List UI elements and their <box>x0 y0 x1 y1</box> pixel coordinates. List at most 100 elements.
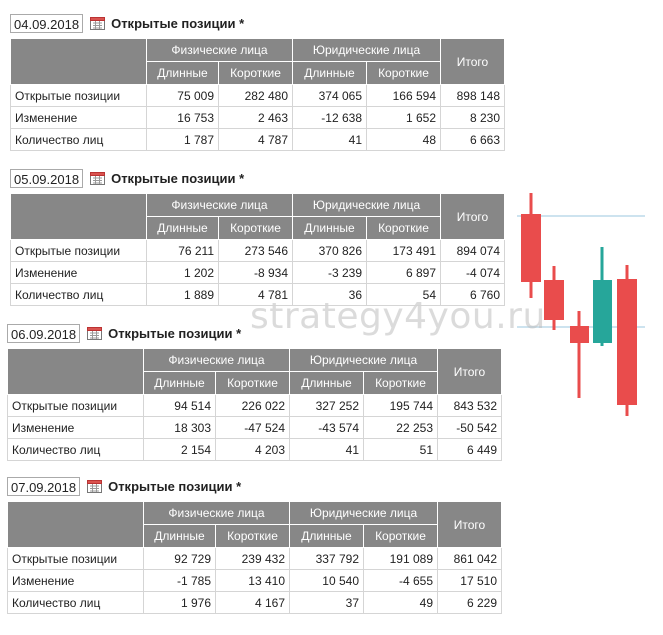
header-long: Длинные <box>143 524 216 548</box>
block-title-row: 04.09.2018 Открытые позиции * <box>10 12 505 34</box>
table-cell: 6 897 <box>366 261 441 284</box>
date-field[interactable]: 05.09.2018 <box>10 168 84 188</box>
block-title: Открытые позиции * <box>111 15 245 31</box>
table-cell: 4 203 <box>215 438 290 461</box>
positions-table: Физические лица Юридические лица Итого Длин… <box>7 348 502 461</box>
positions-block-1: 04.09.2018 Открытые позиции * Физические л… <box>10 12 505 151</box>
table-cell: 861 042 <box>437 547 502 570</box>
table-cell: 239 432 <box>215 547 290 570</box>
header-short: Короткие <box>218 216 293 240</box>
row-label: Изменение <box>7 416 144 439</box>
block-title: Открытые позиции * <box>108 478 242 494</box>
header-short: Короткие <box>366 216 441 240</box>
table-cell: 49 <box>363 591 438 614</box>
date-field[interactable]: 06.09.2018 <box>7 323 81 343</box>
table-cell: -1 785 <box>143 569 216 592</box>
table-row: Открытые позиции 94 514 226 022 327 252 195 … <box>7 394 502 417</box>
table-cell: 191 089 <box>363 547 438 570</box>
table-cell: -50 542 <box>437 416 502 439</box>
table-cell: 13 410 <box>215 569 290 592</box>
table-cell: -4 074 <box>440 261 505 284</box>
table-cell: 41 <box>292 128 367 151</box>
table-cell: 370 826 <box>292 239 367 262</box>
header-total: Итого <box>440 193 505 240</box>
table-cell: -12 638 <box>292 106 367 129</box>
header-short: Короткие <box>366 61 441 85</box>
header-physical: Физические лица <box>143 348 290 372</box>
table-cell: -3 239 <box>292 261 367 284</box>
table-cell: 6 229 <box>437 591 502 614</box>
table-cell: 16 753 <box>146 106 219 129</box>
row-label: Открытые позиции <box>10 84 147 107</box>
table-cell: 282 480 <box>218 84 293 107</box>
candle-2 <box>544 266 564 330</box>
positions-table: Физические лица Юридические лица Итого Длин… <box>7 501 502 614</box>
block-title-row: 06.09.2018 Открытые позиции * <box>7 322 502 344</box>
positions-table: Физические лица Юридические лица Итого Длин… <box>10 193 505 306</box>
candle-1 <box>521 193 541 298</box>
table-cell: 843 532 <box>437 394 502 417</box>
calendar-icon[interactable] <box>87 479 103 493</box>
table-cell: 2 154 <box>143 438 216 461</box>
table-cell: 894 074 <box>440 239 505 262</box>
table-cell: 1 976 <box>143 591 216 614</box>
table-cell: -4 655 <box>363 569 438 592</box>
date-field[interactable]: 04.09.2018 <box>10 13 84 33</box>
table-cell: 6 663 <box>440 128 505 151</box>
table-row: Количество лиц 1 787 4 787 41 48 6 663 <box>10 128 505 151</box>
header-short: Короткие <box>363 371 438 395</box>
header-long: Длинные <box>146 216 219 240</box>
block-title: Открытые позиции * <box>111 170 245 186</box>
row-label: Открытые позиции <box>7 547 144 570</box>
row-label: Изменение <box>7 569 144 592</box>
candle-4 <box>593 247 612 346</box>
header-physical: Физические лица <box>146 193 293 217</box>
table-cell: 94 514 <box>143 394 216 417</box>
table-cell: 22 253 <box>363 416 438 439</box>
table-cell: 195 744 <box>363 394 438 417</box>
positions-block-3: 06.09.2018 Открытые позиции * Физические л… <box>7 322 502 461</box>
header-total: Итого <box>437 501 502 548</box>
table-cell: 75 009 <box>146 84 219 107</box>
table-row: Изменение 16 753 2 463 -12 638 1 652 8 230 <box>10 106 505 129</box>
header-total: Итого <box>440 38 505 85</box>
header-short: Короткие <box>215 524 290 548</box>
header-long: Длинные <box>143 371 216 395</box>
header-physical: Физические лица <box>143 501 290 525</box>
table-cell: 48 <box>366 128 441 151</box>
table-cell: 273 546 <box>218 239 293 262</box>
candle-5 <box>617 265 637 416</box>
header-legal: Юридические лица <box>292 38 441 62</box>
table-cell: 166 594 <box>366 84 441 107</box>
header-total: Итого <box>437 348 502 395</box>
table-cell: 4 167 <box>215 591 290 614</box>
table-row: Количество лиц 1 889 4 781 36 54 6 760 <box>10 283 505 306</box>
table-cell: 1 652 <box>366 106 441 129</box>
table-row: Изменение 1 202 -8 934 -3 239 6 897 -4 074 <box>10 261 505 284</box>
row-label: Количество лиц <box>7 438 144 461</box>
table-cell: 8 230 <box>440 106 505 129</box>
table-cell: 1 889 <box>146 283 219 306</box>
header-short: Короткие <box>215 371 290 395</box>
header-long: Длинные <box>289 524 364 548</box>
header-long: Длинные <box>289 371 364 395</box>
calendar-icon[interactable] <box>90 171 106 185</box>
header-corner <box>10 38 147 85</box>
block-title: Открытые позиции * <box>108 325 242 341</box>
row-label: Открытые позиции <box>7 394 144 417</box>
table-cell: 1 787 <box>146 128 219 151</box>
header-corner <box>10 193 147 240</box>
table-cell: 17 510 <box>437 569 502 592</box>
table-cell: 6 760 <box>440 283 505 306</box>
header-corner <box>7 501 144 548</box>
table-cell: 1 202 <box>146 261 219 284</box>
calendar-icon[interactable] <box>90 16 106 30</box>
row-label: Открытые позиции <box>10 239 147 262</box>
table-cell: -47 524 <box>215 416 290 439</box>
calendar-icon[interactable] <box>87 326 103 340</box>
date-field[interactable]: 07.09.2018 <box>7 476 81 496</box>
table-cell: 898 148 <box>440 84 505 107</box>
row-label: Количество лиц <box>7 591 144 614</box>
header-legal: Юридические лица <box>289 348 438 372</box>
